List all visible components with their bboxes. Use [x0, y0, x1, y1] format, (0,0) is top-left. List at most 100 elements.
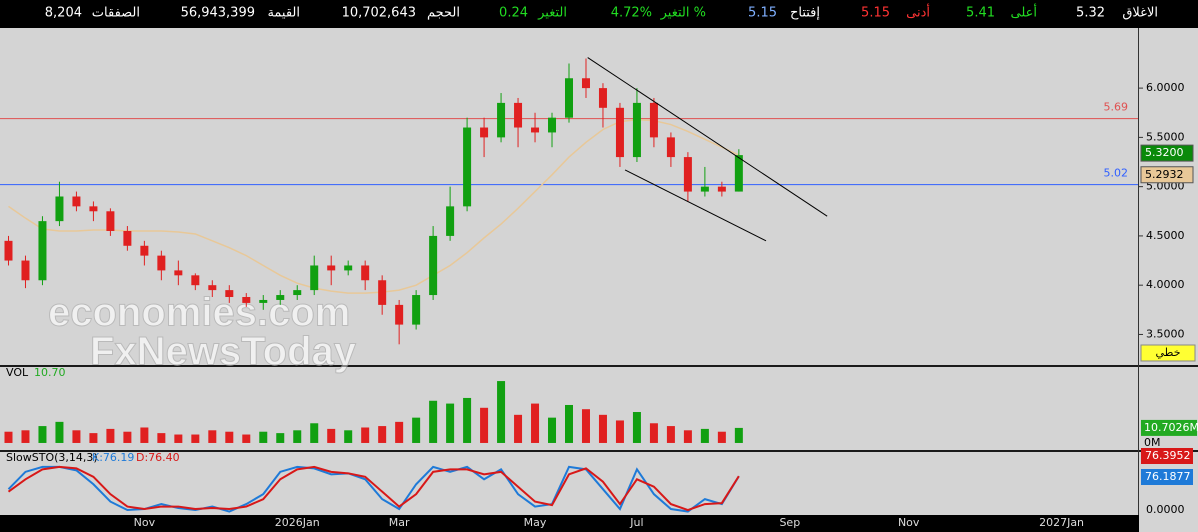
candle-body	[531, 127, 540, 133]
candle-body	[497, 102, 506, 138]
volume-bar	[700, 428, 709, 443]
watermark: FxNewsToday	[90, 330, 357, 374]
candle-body	[378, 280, 387, 305]
candle-body	[21, 260, 30, 281]
volume-tick-label: 10.7026M	[1144, 421, 1198, 434]
sto-tag	[1141, 469, 1193, 485]
stat-label: الحجم	[427, 6, 460, 21]
candle-body	[123, 230, 132, 246]
volume-bar	[310, 423, 319, 443]
candle-body	[649, 102, 658, 138]
x-tick-label: Nov	[898, 516, 920, 529]
stat-value: 56,943,399	[181, 6, 255, 21]
candle-body	[4, 240, 13, 261]
candle-body	[225, 290, 234, 298]
candle-body	[395, 304, 404, 325]
candle-body	[55, 196, 64, 222]
x-tick-label: Sep	[779, 516, 800, 529]
stat-label: أعلى	[1010, 4, 1037, 21]
candle-body	[717, 186, 726, 192]
watermark: economies.com	[48, 291, 350, 335]
volume-bar	[734, 427, 743, 443]
stat-value: 5.15	[861, 6, 890, 21]
candle-body	[259, 299, 268, 303]
candle-body	[361, 265, 370, 281]
volume-bar	[548, 417, 557, 443]
volume-title: VOL	[6, 366, 29, 379]
trendline	[587, 57, 828, 217]
candle-body	[191, 275, 200, 286]
price-tag	[1140, 144, 1194, 162]
x-tick-label: 2026Jan	[275, 516, 320, 529]
volume-bar	[4, 431, 13, 443]
candle-body	[89, 206, 98, 212]
y-tick-label: 4.0000	[1146, 278, 1185, 291]
sto-panel	[0, 452, 1138, 515]
stat-label: التغير %	[660, 6, 706, 21]
volume-bar	[38, 426, 47, 443]
volume-bar	[276, 433, 285, 443]
candle-body	[429, 235, 438, 296]
volume-bar	[208, 430, 217, 443]
candle-body	[276, 295, 285, 300]
candle-body	[446, 206, 455, 236]
horizontal-line-label: 5.02	[1104, 167, 1129, 180]
volume-bar	[72, 430, 81, 443]
sto-tag	[1141, 448, 1193, 464]
candle-body	[310, 265, 319, 291]
price-axis	[1139, 28, 1198, 365]
x-tick-label: Mar	[389, 516, 410, 529]
candle-body	[106, 211, 115, 231]
sto-tick-label: 0.0000	[1146, 503, 1185, 516]
trendline	[624, 169, 767, 242]
volume-bar	[649, 423, 658, 443]
stat-value: 8,204	[45, 6, 82, 21]
legend-entry: K:76.19	[92, 451, 134, 464]
legend-entry: D:76.40	[136, 451, 180, 464]
candle-body	[598, 88, 607, 108]
stat-label: التغير	[537, 6, 567, 21]
sto-line	[7, 465, 740, 512]
candle-body	[480, 127, 489, 138]
volume-bar	[683, 430, 692, 443]
volume-bar	[615, 420, 624, 443]
volume-bar	[225, 431, 234, 443]
volume-bar	[378, 426, 387, 443]
candle-body	[581, 78, 590, 89]
volume-bar	[632, 412, 641, 443]
volume-last: 10.70	[34, 366, 66, 379]
volume-bar	[480, 407, 489, 443]
x-tick-label: 2027Jan	[1039, 516, 1084, 529]
candle-body	[700, 186, 709, 192]
volume-bar	[429, 400, 438, 443]
candle-body	[615, 107, 624, 158]
candle-body	[174, 270, 183, 276]
stat-label: القيمة	[267, 6, 300, 21]
stat-value: 5.32	[1076, 6, 1105, 21]
volume-bar	[565, 404, 573, 443]
chart-type-box	[1140, 344, 1196, 362]
candle-body	[242, 297, 251, 303]
candle-body	[140, 245, 149, 256]
sto-tag-label: 76.1877	[1145, 470, 1191, 483]
volume-bar	[140, 427, 149, 443]
volume-bar	[293, 430, 302, 443]
candle-body	[683, 157, 692, 192]
candle-body	[514, 102, 523, 128]
candle-body	[208, 285, 217, 291]
volume-bar	[242, 434, 251, 443]
candle-body	[293, 290, 302, 296]
volume-bar	[361, 427, 370, 443]
volume-bar	[717, 431, 726, 443]
volume-bar	[446, 403, 455, 443]
stat-label: الصفقات	[92, 6, 140, 21]
x-axis-bar	[73, 515, 1138, 532]
volume-bar	[89, 433, 98, 443]
x-tick-label: May	[524, 516, 547, 529]
volume-tick-label: 0M	[1144, 436, 1161, 449]
volume-bar	[514, 414, 523, 443]
y-tick-label: 6.0000	[1146, 81, 1185, 94]
volume-bar	[344, 430, 353, 443]
price-tag-label: 5.2932	[1145, 168, 1184, 181]
stat-label: الاغلاق	[1122, 6, 1158, 21]
